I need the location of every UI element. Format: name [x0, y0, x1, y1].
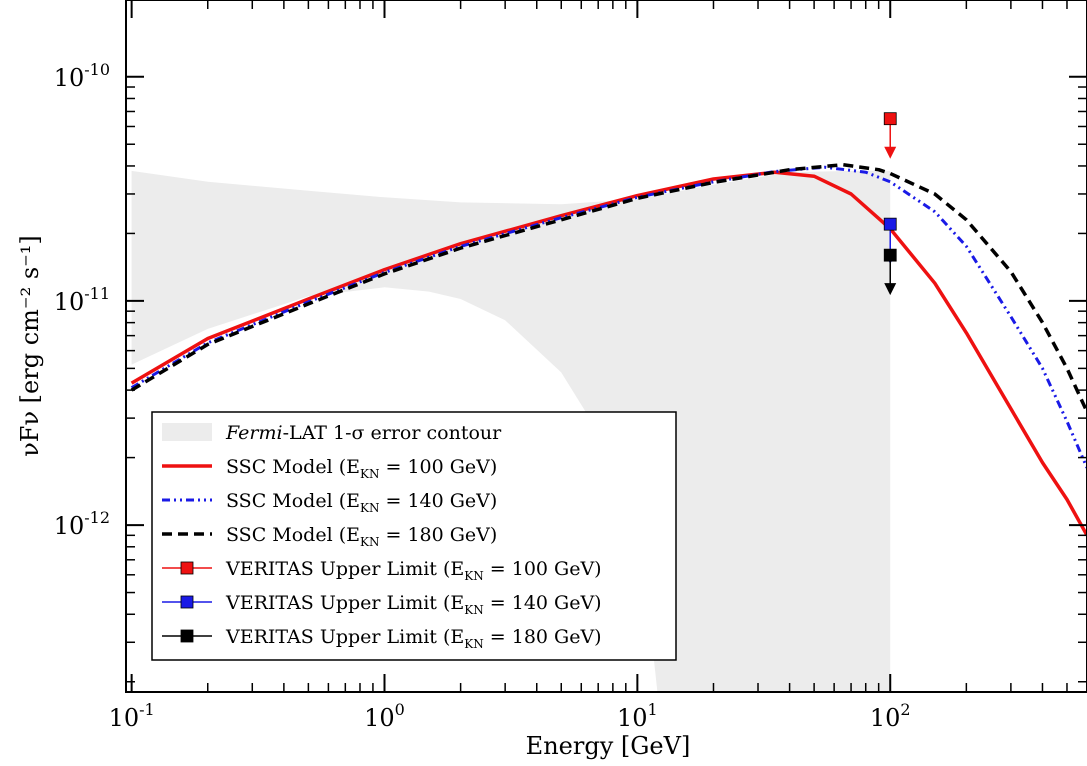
x-tick-label: 101	[617, 700, 658, 732]
ssc-model-line-3	[130, 162, 1087, 413]
legend-label-ul-3: VERITAS Upper Limit (EKN = 180 GeV)	[225, 626, 602, 651]
series-layer	[130, 162, 1087, 537]
legend-swatch-ul-marker-3	[180, 629, 194, 643]
legend-swatch-ul-marker-2	[180, 595, 194, 609]
upper-limit-marker-1	[883, 112, 897, 159]
y-axis-title: νFν [erg cm⁻² s⁻¹]	[16, 235, 44, 457]
y-tick-label: 10-11	[54, 284, 110, 316]
ssc-model-line-1	[130, 170, 1087, 537]
x-axis-title: Energy [GeV]	[526, 732, 691, 760]
axes-layer: 10-1 100 101 102 10-10 10-11 10-12 Energy [GeV]…	[16, 0, 1087, 760]
x-tick-label: 100	[364, 700, 405, 732]
x-tick-label: 10-1	[109, 700, 155, 732]
legend-box	[151, 411, 677, 661]
y-tick-label: 10-10	[54, 60, 110, 92]
legend-label-model-2: SSC Model (EKN = 140 GeV)	[226, 490, 497, 515]
legend: Fermi-LAT 1-σ error contour SSC Model (EK…	[151, 411, 677, 661]
ssc-model-line-2	[130, 165, 1087, 469]
x-tick-label: 102	[870, 700, 911, 732]
plot-frame	[125, 0, 1087, 693]
legend-label-ul-1: VERITAS Upper Limit (EKN = 100 GeV)	[225, 558, 602, 583]
upper-limit-layer	[883, 112, 897, 296]
legend-label-contour: Fermi-LAT 1-σ error contour	[225, 422, 502, 444]
error-contour-layer	[131, 170, 891, 692]
legend-label-model-3: SSC Model (EKN = 180 GeV)	[226, 524, 497, 549]
legend-label-ul-2: VERITAS Upper Limit (EKN = 140 GeV)	[225, 592, 602, 617]
upper-limit-marker-3	[883, 248, 897, 296]
legend-swatch-contour	[162, 423, 212, 441]
y-tick-label: 10-12	[54, 508, 110, 540]
error-contour-band	[131, 170, 891, 692]
legend-label-model-1: SSC Model (EKN = 100 GeV)	[226, 456, 497, 481]
legend-swatch-ul-marker-1	[180, 561, 194, 575]
